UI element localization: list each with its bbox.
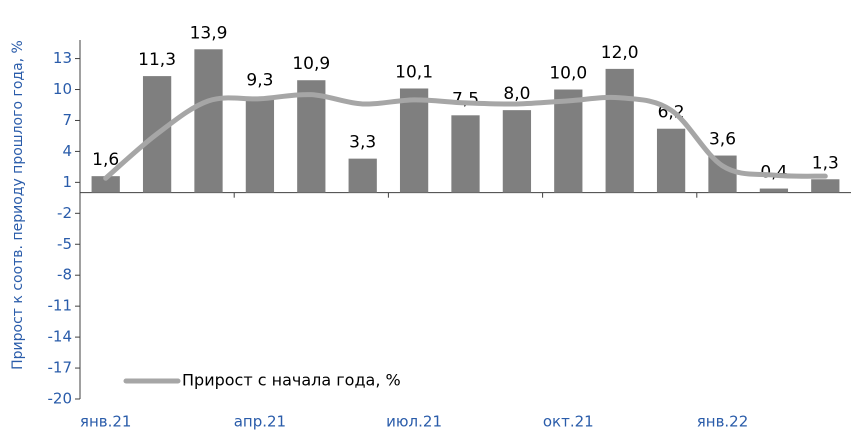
x-tick-label: янв.22 [697, 413, 749, 431]
y-axis-label: Прирост к соотв. периоду прошлого года, … [10, 40, 26, 370]
y-tick-label: -20 [48, 390, 73, 408]
bar [348, 158, 377, 193]
bar [656, 128, 686, 193]
data-label: 8,0 [503, 84, 530, 104]
data-label: 3,6 [709, 130, 736, 150]
legend-label: Прирост с начала года, % [182, 371, 401, 390]
bar [708, 155, 737, 193]
bar [451, 115, 480, 193]
data-label: 10,1 [395, 62, 433, 82]
data-label: 1,3 [812, 153, 839, 173]
bar [759, 188, 789, 193]
data-label: 7,5 [452, 89, 479, 109]
bar [554, 89, 583, 193]
data-label: 10,9 [292, 54, 330, 74]
x-tick-label: янв.21 [80, 413, 132, 431]
y-tick-label: -11 [48, 297, 73, 315]
data-label: 9,3 [246, 71, 273, 91]
y-tick-label: 7 [62, 111, 72, 129]
y-tick-label: 4 [62, 142, 72, 160]
y-tick-label: -14 [48, 328, 73, 346]
y-tick-label: 1 [62, 173, 72, 191]
y-tick-label: -2 [57, 204, 72, 222]
bar [245, 96, 275, 193]
y-tick-label: -17 [48, 359, 73, 377]
x-tick-label: апр.21 [234, 413, 286, 431]
bar [91, 176, 120, 193]
y-tick-label: -5 [57, 235, 72, 253]
data-label: 10,0 [549, 64, 587, 84]
data-label: 1,6 [92, 150, 119, 170]
data-label: 13,9 [190, 23, 228, 43]
x-tick-label: окт.21 [543, 413, 594, 431]
bar [194, 49, 223, 193]
y-tick-label: 10 [53, 80, 72, 98]
y-tick-label: 13 [53, 49, 72, 67]
data-label: 3,3 [349, 133, 376, 153]
bar [502, 110, 532, 193]
bar [811, 179, 840, 193]
bar [605, 68, 634, 193]
bar [399, 88, 429, 193]
bar [297, 80, 326, 193]
data-label: 11,3 [138, 50, 176, 70]
y-tick-label: -8 [57, 266, 72, 284]
line [103, 92, 828, 181]
x-tick-label: июл.21 [386, 413, 442, 431]
data-label: 12,0 [601, 43, 639, 63]
